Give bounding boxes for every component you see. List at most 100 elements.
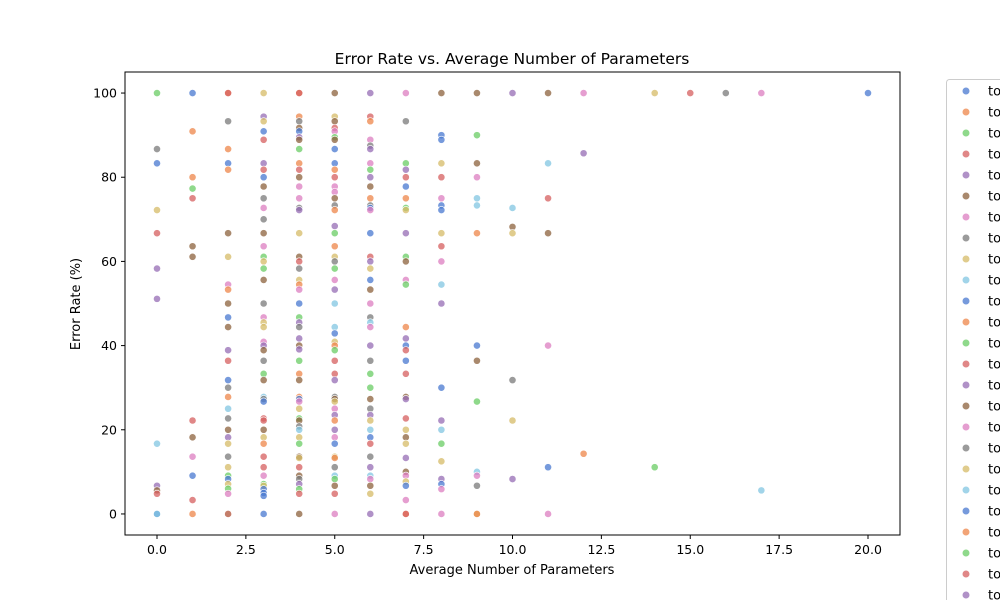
data-point [366, 173, 375, 182]
data-point [295, 117, 304, 126]
data-point [544, 341, 552, 350]
data-point [437, 383, 446, 392]
data-point [295, 257, 304, 266]
legend-marker [961, 191, 971, 201]
data-point [366, 89, 375, 97]
legend: to to to to to to to to to to to to to to to to to to to to… [946, 79, 1000, 600]
legend-marker [961, 170, 971, 180]
data-point [188, 496, 197, 504]
data-point [437, 457, 446, 466]
data-point [366, 285, 375, 294]
data-point [366, 416, 375, 425]
data-point [508, 229, 517, 238]
data-point [330, 242, 339, 251]
data-point [295, 334, 304, 343]
data-point [259, 257, 268, 266]
data-point [508, 204, 517, 212]
y-tick-label: 20 [101, 422, 117, 437]
x-tick-label: 2.5 [236, 542, 256, 557]
legend-marker [961, 590, 971, 600]
legend-label: to [988, 85, 1000, 100]
data-point [366, 463, 375, 472]
data-point [437, 159, 446, 168]
data-point [366, 299, 375, 308]
legend-marker [961, 212, 971, 222]
data-point [544, 510, 552, 518]
data-point [259, 194, 268, 203]
data-point [330, 285, 339, 294]
legend-label: to [988, 568, 1000, 583]
data-point [153, 439, 161, 448]
legend-label: to [988, 190, 1000, 205]
x-tick-label: 0.0 [147, 542, 167, 557]
x-tick-label: 17.5 [765, 542, 793, 557]
data-point [473, 341, 481, 350]
data-point [259, 204, 268, 212]
data-point [295, 463, 304, 472]
data-point [330, 299, 339, 308]
data-point [259, 173, 268, 182]
data-point [224, 145, 232, 153]
data-point [437, 257, 446, 266]
data-point [366, 323, 375, 331]
legend-label: to [988, 316, 1000, 331]
data-point [330, 145, 339, 153]
data-point [224, 229, 232, 238]
data-point [366, 439, 375, 448]
data-point [366, 452, 375, 461]
data-point [473, 89, 481, 97]
legend-label: to [988, 379, 1000, 394]
data-point [437, 242, 446, 251]
data-point [864, 89, 872, 97]
data-point [295, 299, 304, 308]
data-point [224, 117, 232, 126]
data-point [153, 510, 161, 518]
legend-marker [961, 401, 971, 411]
data-point [330, 397, 339, 406]
legend-marker [961, 233, 971, 243]
data-point [401, 165, 410, 174]
data-point [473, 229, 481, 238]
y-tick-label: 0 [109, 506, 117, 521]
data-point [188, 194, 197, 203]
data-point [259, 425, 268, 434]
data-point [473, 194, 481, 203]
legend-marker [961, 254, 971, 264]
data-point [224, 356, 232, 365]
legend-marker [961, 527, 971, 537]
data-point [259, 264, 268, 273]
data-point [366, 165, 375, 174]
data-point [330, 475, 339, 483]
data-point [259, 182, 268, 191]
data-point [473, 173, 481, 182]
legend-marker [961, 359, 971, 369]
data-point [330, 229, 339, 238]
data-point [295, 194, 304, 203]
data-point [401, 229, 410, 238]
data-point [188, 89, 197, 97]
data-point [259, 356, 268, 365]
data-point [401, 173, 410, 182]
y-tick-label: 60 [101, 254, 117, 269]
data-point [259, 276, 268, 284]
data-point [650, 463, 659, 472]
data-point [401, 454, 410, 462]
data-point [330, 425, 339, 434]
data-point [757, 486, 766, 495]
data-point [366, 264, 375, 273]
data-point [224, 346, 232, 355]
data-point [508, 89, 517, 97]
data-point [224, 414, 232, 423]
data-point [330, 463, 339, 472]
data-point [188, 173, 197, 182]
data-point [224, 489, 232, 498]
x-tick-label: 7.5 [414, 542, 434, 557]
data-point [401, 334, 410, 343]
data-point [330, 346, 339, 355]
data-point [579, 89, 588, 97]
data-point [295, 229, 304, 238]
data-point [330, 376, 339, 385]
data-point [295, 510, 304, 518]
legend-label: to [988, 169, 1000, 184]
plot-frame [124, 71, 901, 536]
